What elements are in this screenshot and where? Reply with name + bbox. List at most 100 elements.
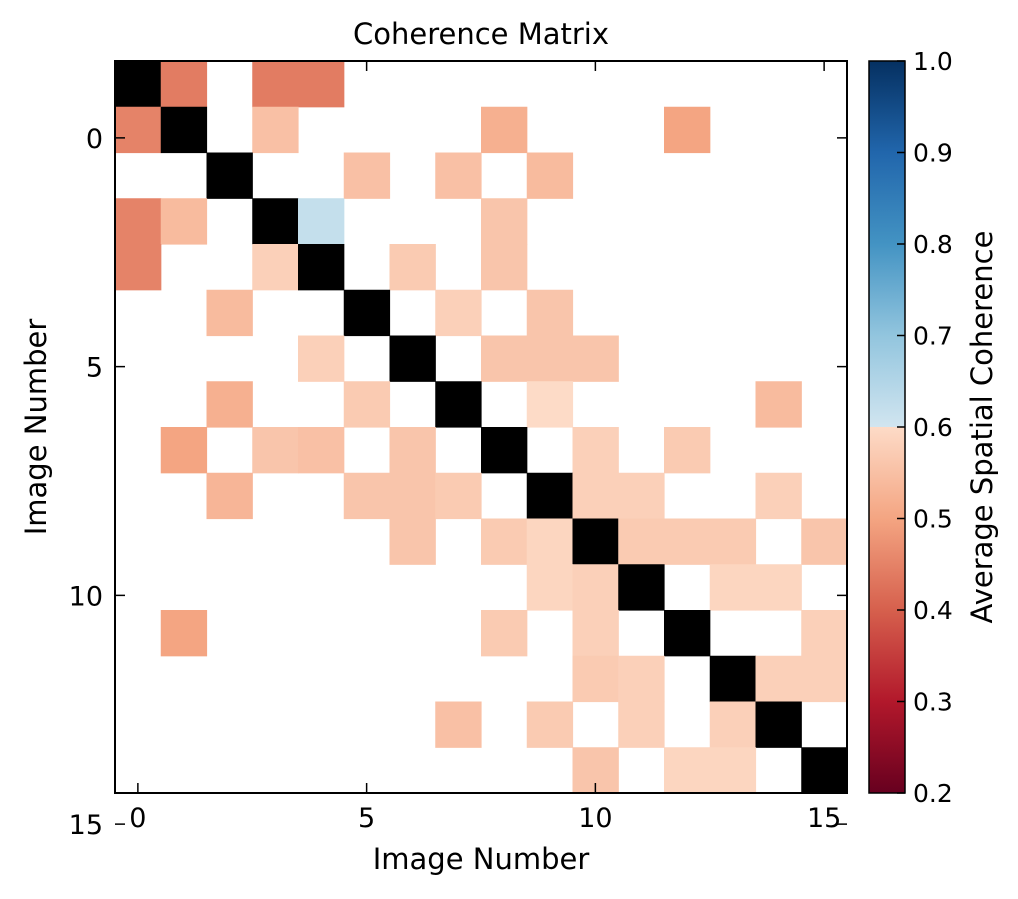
- colorbar-tick-label: 0.5: [913, 505, 953, 534]
- heatmap-cell: [298, 335, 345, 382]
- diagonal-cell: [206, 152, 253, 199]
- heatmap-cell: [252, 427, 299, 474]
- heatmap-cell: [572, 610, 619, 657]
- heatmap-cell: [801, 610, 848, 657]
- y-axis-ticks: 0 5 10 15: [69, 124, 847, 841]
- heatmap-cell: [435, 472, 482, 520]
- heatmap-cell: [755, 655, 802, 703]
- heatmap-cell: [389, 244, 436, 291]
- colorbar-tick-label: 0.8: [913, 230, 953, 259]
- heatmap-cell: [801, 518, 848, 565]
- heatmap-cell: [709, 564, 757, 611]
- y-tick-label: 0: [86, 124, 103, 155]
- heatmap-cell: [160, 61, 208, 108]
- heatmap-cell: [160, 610, 208, 657]
- heatmap-cell: [206, 472, 253, 520]
- heatmap-cell: [572, 655, 619, 703]
- heatmap-cell: [389, 518, 436, 565]
- heatmap-cell: [206, 289, 253, 337]
- diagonal-cell: [481, 427, 528, 474]
- heatmap-cell: [664, 427, 711, 474]
- heatmap-cell: [481, 198, 528, 245]
- heatmap-cell: [435, 701, 482, 748]
- diagonal-cell: [526, 472, 574, 520]
- heatmap-cell: [801, 655, 848, 703]
- heatmap-cell: [298, 61, 345, 108]
- colorbar-tick-label: 0.9: [913, 139, 953, 168]
- heatmap-cell: [664, 518, 711, 565]
- heatmap-cell: [572, 472, 619, 520]
- diagonal-cell: [709, 655, 757, 703]
- colorbar-tick-label: 0.4: [913, 596, 953, 625]
- heatmap-cell: [298, 427, 345, 474]
- heatmap-cell: [709, 518, 757, 565]
- x-axis-ticks: 0 5 10 15: [129, 61, 841, 834]
- heatmap-cell: [481, 106, 528, 154]
- heatmap-cell: [618, 518, 665, 565]
- x-tick-label: 10: [578, 803, 612, 834]
- heatmap-cell: [481, 335, 528, 382]
- heatmap-cell: [252, 106, 299, 154]
- y-tick-label: 5: [86, 353, 103, 384]
- heatmap-cell: [389, 427, 436, 474]
- heatmap-cell: [298, 198, 345, 245]
- diagonal-cell: [755, 701, 802, 748]
- diagonal-cell: [572, 518, 619, 565]
- x-tick-label: 5: [358, 803, 375, 834]
- heatmap-cell: [664, 106, 711, 154]
- plot-frame: [114, 60, 848, 794]
- heatmap-cell: [526, 564, 574, 611]
- diagonal-cell: [343, 289, 391, 337]
- heatmap-cell: [572, 427, 619, 474]
- heatmap-cell: [664, 747, 711, 794]
- heatmap-cell: [389, 472, 436, 520]
- heatmap-cell: [252, 61, 299, 108]
- heatmap-cell: [572, 564, 619, 611]
- colorbar-tick-label: 0.2: [913, 779, 953, 808]
- heatmap-cell: [618, 701, 665, 748]
- heatmap-cell: [526, 381, 574, 428]
- x-tick-label: 0: [129, 803, 146, 834]
- diagonal-cell: [298, 244, 345, 291]
- diagonal-cell: [664, 610, 711, 657]
- heatmap-cell: [526, 289, 574, 337]
- colorbar-tick-label: 0.3: [913, 688, 953, 717]
- diagonal-cell: [252, 198, 299, 245]
- heatmap-cell: [481, 244, 528, 291]
- heatmap-cell: [755, 381, 802, 428]
- diagonal-cell: [389, 335, 436, 382]
- y-tick-label: 15: [69, 810, 103, 841]
- heatmap-cells: [115, 61, 848, 794]
- colorbar-tick-label: 0.6: [913, 413, 953, 442]
- heatmap-cell: [618, 655, 665, 703]
- heatmap-cell: [526, 152, 574, 199]
- heatmap-cell: [526, 518, 574, 565]
- heatmap-cell: [709, 747, 757, 794]
- heatmap-cell: [526, 701, 574, 748]
- heatmap-cell: [572, 335, 619, 382]
- x-tick-label: 15: [807, 803, 841, 834]
- heatmap-cell: [343, 381, 391, 428]
- y-axis-label: Image Number: [19, 319, 53, 536]
- heatmap-cell: [709, 701, 757, 748]
- heatmap-cell: [115, 106, 162, 154]
- diagonal-cell: [435, 381, 482, 428]
- colorbar-tick-label: 0.7: [913, 322, 953, 351]
- colorbar-ticks: 0.2 0.3 0.4 0.5 0.6 0.7 0.8 0.9 1.0: [897, 47, 953, 808]
- colorbar-label: Average Spatial Coherence: [965, 231, 999, 624]
- heatmap-cell: [435, 289, 482, 337]
- heatmap-cell: [206, 381, 253, 428]
- heatmap-cell: [526, 335, 574, 382]
- heatmap-cell: [115, 198, 162, 245]
- diagonal-cell: [160, 106, 208, 154]
- colorbar-tick-label: 1.0: [913, 47, 953, 76]
- heatmap-cell: [755, 564, 802, 611]
- heatmap-cell: [618, 472, 665, 520]
- heatmap-cell: [481, 518, 528, 565]
- heatmap-cell: [481, 610, 528, 657]
- heatmap-cell: [115, 244, 162, 291]
- heatmap-cell: [160, 427, 208, 474]
- x-axis-label: Image Number: [373, 842, 590, 876]
- heatmap-cell: [160, 198, 208, 245]
- heatmap-cell: [252, 244, 299, 291]
